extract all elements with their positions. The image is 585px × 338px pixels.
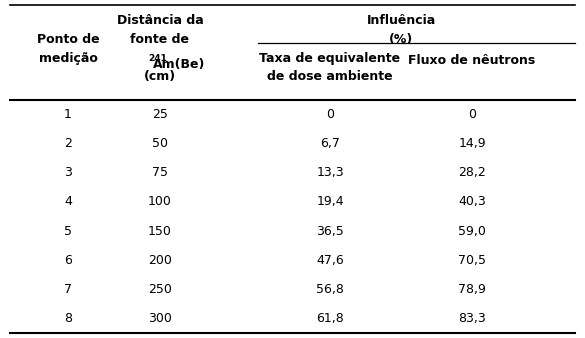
Text: fonte de: fonte de xyxy=(130,33,190,46)
Text: 40,3: 40,3 xyxy=(458,195,486,209)
Text: 70,5: 70,5 xyxy=(458,254,486,267)
Text: 6,7: 6,7 xyxy=(320,137,340,150)
Text: 0: 0 xyxy=(326,108,334,121)
Text: 300: 300 xyxy=(148,312,172,325)
Text: 8: 8 xyxy=(64,312,72,325)
Text: 19,4: 19,4 xyxy=(316,195,344,209)
Text: 200: 200 xyxy=(148,254,172,267)
Text: 83,3: 83,3 xyxy=(458,312,486,325)
Text: (cm): (cm) xyxy=(144,70,176,83)
Text: 61,8: 61,8 xyxy=(316,312,344,325)
Text: 13,3: 13,3 xyxy=(316,166,344,179)
Text: Distância da: Distância da xyxy=(116,14,204,27)
Text: 25: 25 xyxy=(152,108,168,121)
Text: Influência: Influência xyxy=(366,14,436,27)
Text: 14,9: 14,9 xyxy=(458,137,486,150)
Text: 50: 50 xyxy=(152,137,168,150)
Text: medição: medição xyxy=(39,52,98,65)
Text: 250: 250 xyxy=(148,283,172,296)
Text: 150: 150 xyxy=(148,224,172,238)
Text: 6: 6 xyxy=(64,254,72,267)
Text: Am(Be): Am(Be) xyxy=(153,58,205,71)
Text: 100: 100 xyxy=(148,195,172,209)
Text: 47,6: 47,6 xyxy=(316,254,344,267)
Text: 75: 75 xyxy=(152,166,168,179)
Text: 241: 241 xyxy=(148,54,167,63)
Text: 1: 1 xyxy=(64,108,72,121)
Text: 59,0: 59,0 xyxy=(458,224,486,238)
Text: 78,9: 78,9 xyxy=(458,283,486,296)
Text: 7: 7 xyxy=(64,283,72,296)
Text: Taxa de equivalente: Taxa de equivalente xyxy=(259,52,401,65)
Text: Ponto de: Ponto de xyxy=(37,33,99,46)
Text: 5: 5 xyxy=(64,224,72,238)
Text: 3: 3 xyxy=(64,166,72,179)
Text: (%): (%) xyxy=(389,33,413,46)
Text: 36,5: 36,5 xyxy=(316,224,344,238)
Text: 2: 2 xyxy=(64,137,72,150)
Text: Fluxo de nêutrons: Fluxo de nêutrons xyxy=(408,54,536,67)
Text: 0: 0 xyxy=(468,108,476,121)
Text: de dose ambiente: de dose ambiente xyxy=(267,70,393,83)
Text: 4: 4 xyxy=(64,195,72,209)
Text: 56,8: 56,8 xyxy=(316,283,344,296)
Text: 28,2: 28,2 xyxy=(458,166,486,179)
